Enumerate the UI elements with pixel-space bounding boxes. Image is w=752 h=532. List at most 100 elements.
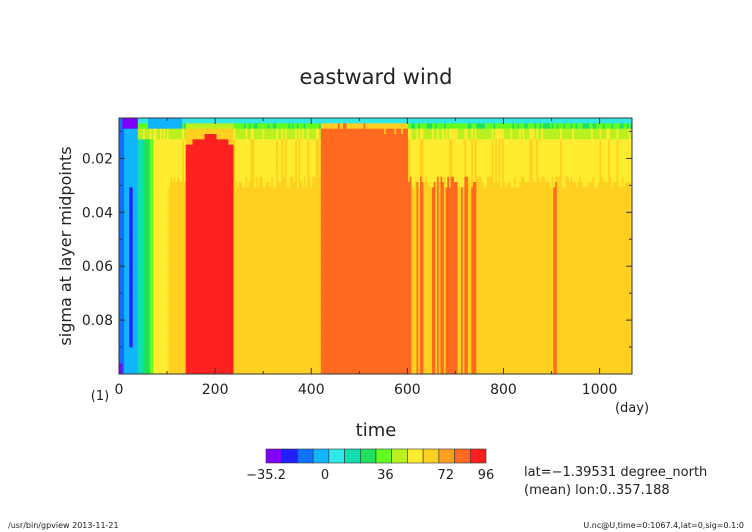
- heatmap-cell: [221, 336, 224, 343]
- heatmap-cell: [233, 326, 236, 332]
- heatmap-cell: [214, 240, 217, 247]
- heatmap-cell: [125, 235, 128, 242]
- heatmap-cell: [206, 144, 209, 151]
- heatmap-cell: [197, 144, 200, 151]
- heatmap-cell: [124, 160, 127, 167]
- heatmap-cell: [124, 326, 127, 332]
- heatmap-cell: [192, 182, 195, 188]
- heatmap-cell: [189, 214, 192, 220]
- heatmap-cell: [158, 128, 161, 135]
- heatmap-cell: [195, 358, 199, 364]
- heatmap-cell: [195, 299, 199, 306]
- heatmap-cell: [148, 352, 151, 359]
- heatmap-cell: [132, 155, 135, 162]
- heatmap-cell: [129, 187, 132, 194]
- heatmap-cell: [195, 331, 199, 338]
- heatmap-cell: [125, 150, 128, 156]
- heatmap-cell: [209, 326, 212, 332]
- heatmap-cell: [160, 182, 163, 188]
- heatmap-cell: [175, 352, 178, 359]
- heatmap-cell: [160, 283, 163, 290]
- heatmap-cell: [235, 326, 238, 332]
- heatmap-cell: [226, 262, 229, 268]
- heatmap-cell: [194, 224, 197, 231]
- heatmap-cell: [136, 272, 139, 279]
- heatmap-cell: [142, 251, 146, 258]
- heatmap-cell: [230, 187, 233, 194]
- heatmap-cell: [214, 283, 217, 290]
- heatmap-cell: [223, 224, 226, 231]
- heatmap-cell: [170, 262, 173, 268]
- heatmap-cell: [119, 358, 122, 364]
- heatmap-cell: [154, 192, 158, 199]
- heatmap-cell: [190, 310, 193, 316]
- heatmap-cell: [238, 139, 241, 146]
- heatmap-cell: [221, 358, 224, 364]
- heatmap-cell: [141, 331, 144, 338]
- heatmap-cell: [158, 155, 161, 162]
- heatmap-cell: [214, 352, 217, 359]
- heatmap-cell: [218, 326, 221, 332]
- heatmap-cell: [165, 310, 168, 316]
- heatmap-cell: [178, 192, 182, 199]
- heatmap-cell: [119, 160, 122, 167]
- heatmap-cell: [120, 326, 123, 332]
- heatmap-cell: [178, 240, 182, 247]
- heatmap-cell: [214, 272, 217, 279]
- heatmap-cell: [132, 182, 135, 188]
- heatmap-cell: [213, 128, 216, 135]
- heatmap-cell: [146, 283, 149, 290]
- heatmap-cell: [161, 358, 164, 364]
- heatmap-cell: [216, 166, 219, 172]
- heatmap-cell: [165, 230, 168, 236]
- heatmap-cell: [207, 118, 211, 124]
- heatmap-cell: [209, 310, 212, 316]
- heatmap-cell: [177, 288, 180, 295]
- heatmap-cell: [153, 134, 156, 140]
- heatmap-cell: [221, 230, 224, 236]
- heatmap-cell: [195, 171, 199, 178]
- heatmap-cell: [130, 235, 134, 242]
- heatmap-cell: [122, 283, 125, 290]
- heatmap-cell: [178, 336, 182, 343]
- heatmap-cell: [134, 219, 137, 226]
- heatmap-cell: [194, 240, 197, 247]
- heatmap-cell: [225, 288, 228, 295]
- heatmap-cell: [125, 336, 128, 343]
- heatmap-cell: [231, 187, 235, 194]
- heatmap-cell: [189, 182, 192, 188]
- heatmap-cell: [136, 310, 139, 316]
- heatmap-cell: [144, 294, 147, 300]
- heatmap-cell: [141, 304, 144, 311]
- heatmap-cell: [172, 267, 175, 274]
- heatmap-cell: [153, 326, 156, 332]
- heatmap-cell: [160, 144, 163, 151]
- heatmap-cell: [149, 118, 152, 124]
- heatmap-cell: [158, 352, 161, 359]
- heatmap-cell: [129, 235, 132, 242]
- heatmap-cell: [124, 251, 127, 258]
- heatmap-cell: [156, 139, 159, 146]
- heatmap-cell: [154, 176, 158, 183]
- heatmap-cell: [156, 352, 159, 359]
- heatmap-cell: [194, 278, 197, 284]
- heatmap-cell: [139, 283, 142, 290]
- heatmap-cell: [119, 267, 122, 274]
- heatmap-cell: [221, 304, 224, 311]
- heatmap-cell: [120, 123, 123, 130]
- heatmap-cell: [122, 363, 125, 370]
- heatmap-cell: [172, 118, 175, 124]
- heatmap-cell: [216, 155, 219, 162]
- heatmap-cell: [149, 299, 152, 306]
- heatmap-cell: [149, 283, 152, 290]
- heatmap-cell: [209, 320, 212, 327]
- heatmap-cell: [197, 192, 200, 199]
- heatmap-cell: [165, 315, 168, 322]
- heatmap-cell: [124, 219, 127, 226]
- heatmap-cell: [230, 278, 233, 284]
- heatmap-cell: [136, 347, 139, 354]
- heatmap-cell: [199, 331, 202, 338]
- heatmap-cell: [209, 331, 212, 338]
- heatmap-cell: [199, 171, 202, 178]
- heatmap-cell: [221, 182, 224, 188]
